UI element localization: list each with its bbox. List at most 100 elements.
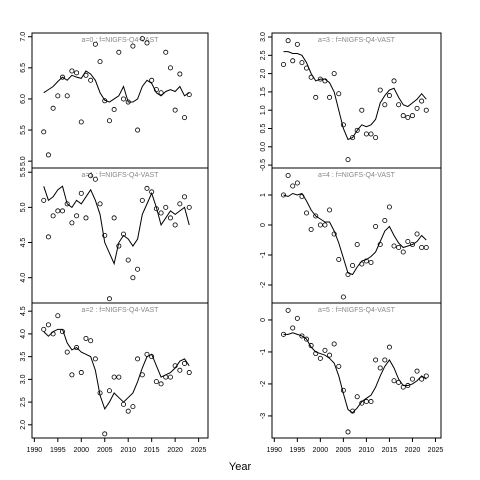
x-tick-label: 2010 [120, 447, 136, 454]
point [396, 244, 402, 250]
y-tick-label: 5.5 [20, 167, 27, 177]
point [391, 378, 397, 384]
point [149, 77, 155, 83]
point [405, 238, 411, 244]
y-tick-label: 4.5 [20, 306, 27, 316]
x-tick-label: 1990 [267, 447, 283, 454]
point [327, 94, 333, 100]
point [322, 78, 328, 84]
point [92, 356, 98, 362]
y-tick-label: 3.0 [20, 374, 27, 384]
point [373, 135, 379, 141]
point [409, 113, 415, 119]
point [74, 213, 80, 219]
y-tick-label: 2.0 [20, 420, 27, 430]
point [41, 129, 47, 135]
point [116, 374, 122, 380]
point [74, 70, 80, 76]
point [363, 258, 369, 264]
fit-line [43, 328, 190, 411]
y-tick-label: 4.5 [20, 238, 27, 248]
panel-title: a=4 : f=NIGFS-Q4-VAST [318, 172, 396, 179]
y-tick-label: 3.0 [260, 32, 267, 42]
point [363, 399, 369, 405]
point [45, 152, 51, 158]
point [340, 122, 346, 128]
point [396, 379, 402, 385]
point [313, 351, 319, 357]
point [290, 58, 296, 64]
point [317, 76, 323, 82]
point [172, 363, 178, 369]
point [144, 351, 150, 357]
x-tick-label: 2020 [167, 447, 183, 454]
point [396, 102, 402, 108]
y-tick-label: -1 [260, 252, 267, 258]
point [405, 115, 411, 121]
point [167, 215, 173, 221]
x-tick-label: 2015 [382, 447, 398, 454]
y-tick-label: -1 [260, 349, 267, 355]
point [294, 180, 300, 186]
point [382, 357, 388, 363]
point [419, 244, 425, 250]
point [304, 65, 310, 71]
point [308, 343, 314, 349]
point [130, 43, 136, 49]
point [102, 431, 108, 437]
point [125, 408, 131, 414]
point [78, 119, 84, 125]
point [167, 374, 173, 380]
y-tick-label: 5.5 [20, 125, 27, 135]
point [41, 326, 47, 332]
point [368, 259, 374, 265]
point [285, 172, 291, 178]
point [281, 192, 287, 198]
point [308, 74, 314, 80]
point [350, 135, 356, 141]
point [121, 96, 127, 102]
point [359, 107, 365, 113]
panel-frame [31, 302, 209, 439]
point [354, 241, 360, 247]
point [116, 49, 122, 55]
point [377, 365, 383, 371]
point [368, 399, 374, 405]
point [121, 231, 127, 237]
point [153, 87, 159, 93]
point [414, 368, 420, 374]
fit-line [283, 332, 427, 414]
point [144, 185, 150, 191]
point [130, 275, 136, 281]
fit-line [43, 185, 190, 266]
point [409, 376, 415, 382]
point [409, 241, 415, 247]
point [106, 388, 112, 394]
point [74, 345, 80, 351]
point [135, 266, 141, 272]
point [45, 234, 51, 240]
y-tick-label: -0.5 [260, 159, 267, 171]
point [345, 271, 351, 277]
point [149, 354, 155, 360]
point [340, 387, 346, 393]
point [125, 99, 131, 105]
point [340, 294, 346, 300]
point [60, 74, 66, 80]
panel-title: a=3 : f=NIGFS-Q4-VAST [318, 37, 396, 44]
point [350, 408, 356, 414]
y-tick-label: -2 [260, 381, 267, 387]
point [158, 381, 164, 387]
point [308, 226, 314, 232]
point [368, 131, 374, 137]
point [290, 325, 296, 331]
x-axis-label: Year [229, 461, 252, 473]
point [69, 372, 75, 378]
y-tick-label: 3.5 [20, 352, 27, 362]
x-tick-label: 2000 [313, 447, 329, 454]
point [391, 78, 397, 84]
x-tick-label: 2005 [97, 447, 113, 454]
fit-line [283, 192, 427, 276]
point [55, 313, 61, 319]
